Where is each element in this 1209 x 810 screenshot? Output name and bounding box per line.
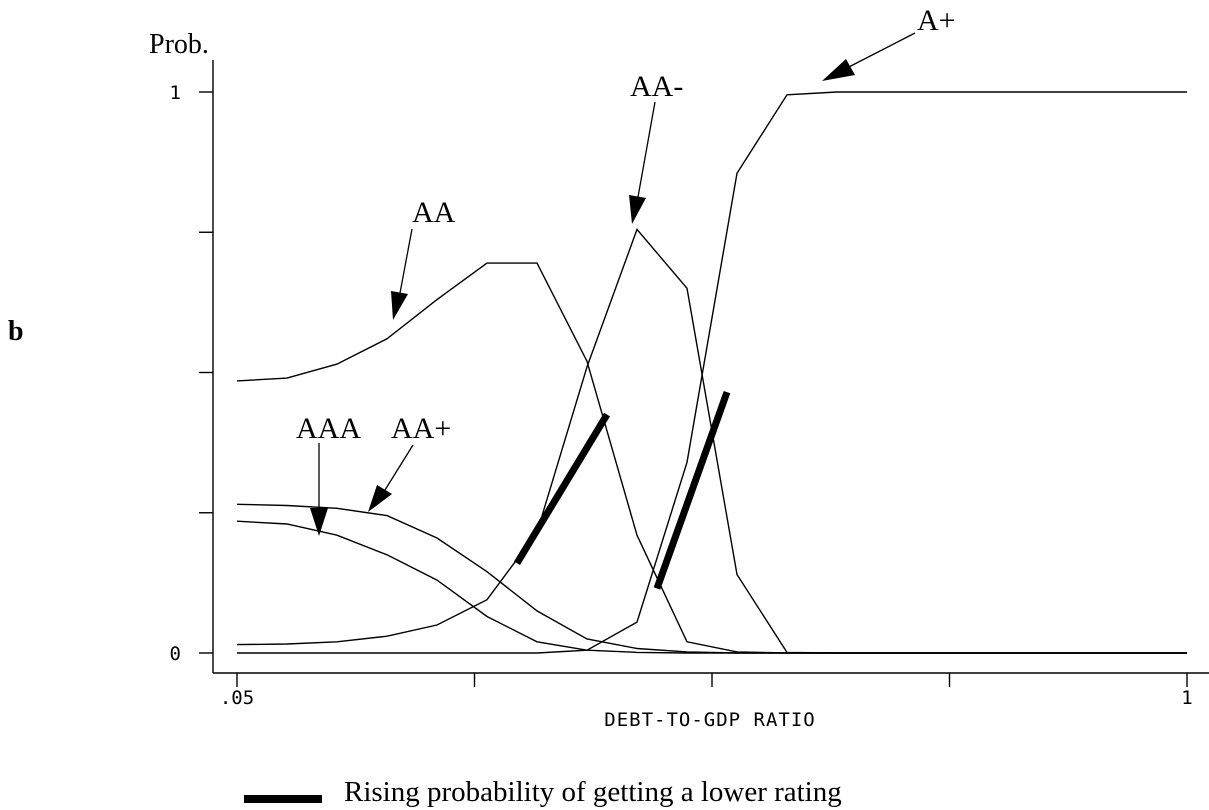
arrow-head-aa	[391, 291, 408, 320]
annotation-aa-plus: AA+	[368, 412, 451, 512]
x-axis-label: DEBT-TO-GDP RATIO	[604, 709, 815, 731]
plot-axes	[212, 60, 1209, 674]
highlight-segment-1	[653, 390, 731, 590]
annotation-label-a-plus: A+	[917, 4, 956, 37]
highlight-segments	[514, 390, 731, 590]
arrow-line-aa-plus	[384, 444, 414, 491]
annotation-aaa: AAA	[296, 412, 361, 536]
y-axis-label: Prob.	[149, 29, 209, 60]
highlight-segment-0	[514, 412, 610, 566]
annotation-label-aa-plus: AA+	[391, 412, 451, 445]
legend-label: Rising probability of getting a lower ra…	[344, 776, 842, 808]
arrow-line-aa-minus	[637, 101, 656, 198]
legend: Rising probability of getting a lower ra…	[244, 776, 842, 808]
axis-ticks: .05 1 0 1	[170, 82, 1193, 709]
y-tick-label-0: 0	[170, 643, 181, 665]
arrow-head-a-plus	[822, 59, 855, 81]
panel-label: b	[8, 316, 24, 347]
x-tick-label-1: 1	[1181, 687, 1192, 709]
annotation-aa-minus: AA-	[629, 70, 683, 224]
legend-swatch	[244, 795, 322, 803]
arrow-head-aa-minus	[629, 195, 646, 224]
arrow-line-aa	[399, 228, 413, 294]
series-lines	[236, 91, 1187, 654]
y-tick-label-1: 1	[170, 82, 181, 104]
annotation-label-aaa: AAA	[296, 412, 361, 445]
arrow-line-a-plus	[842, 32, 916, 71]
series-annotations: A+ AA- AA AAA AA+	[296, 4, 956, 536]
annotation-label-aa-minus: AA-	[630, 70, 683, 103]
annotation-aa: AA	[391, 196, 456, 320]
arrow-head-aa-plus	[368, 485, 392, 512]
series-line-aa-plus	[236, 503, 1187, 654]
x-tick-label-0: .05	[220, 687, 254, 709]
series-line-aaa	[236, 520, 1187, 654]
annotation-label-aa: AA	[412, 196, 456, 229]
arrow-head-aaa	[310, 508, 328, 536]
series-line-a-plus	[237, 91, 1187, 654]
annotation-a-plus: A+	[822, 4, 956, 81]
